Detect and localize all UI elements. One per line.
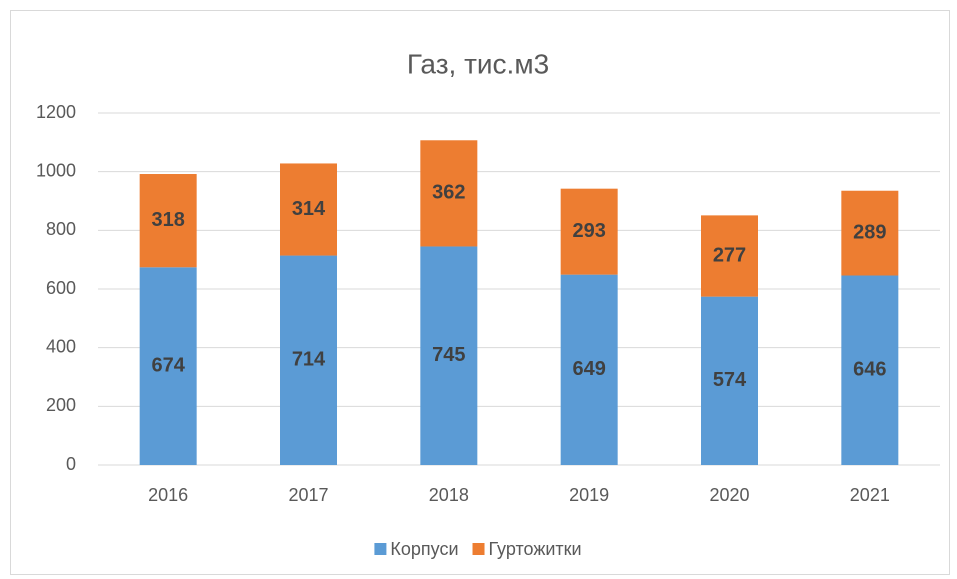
bar-segment [420,140,478,247]
data-label: 289 [853,221,886,243]
x-tick-label: 2018 [429,485,469,505]
bar-segment [841,190,899,276]
data-label: 745 [432,344,465,366]
data-label: 277 [713,244,746,266]
bar-segment [139,174,197,268]
y-tick-label: 400 [46,336,76,356]
x-tick-label: 2021 [850,485,890,505]
bar-segment [560,188,618,275]
data-label: 646 [853,359,886,381]
bar-segment [701,296,758,465]
x-tick-label: 2016 [148,485,188,505]
y-tick-label: 0 [66,454,76,474]
x-tick-label: 2017 [288,485,328,505]
y-tick-label: 1200 [36,102,76,122]
bar-segment [139,267,197,465]
data-label: 293 [572,220,605,242]
y-tick-label: 200 [46,395,76,415]
legend-label: Корпуси [390,539,458,559]
data-label: 649 [572,358,605,380]
data-label: 674 [151,354,185,376]
x-tick-label: 2019 [569,485,609,505]
data-label: 318 [151,209,184,231]
x-tick-label: 2020 [709,485,749,505]
legend-swatch [374,543,387,555]
y-tick-label: 600 [46,278,76,298]
data-label: 714 [292,349,326,371]
bar-segment [280,163,337,256]
bar-segment [841,275,899,465]
bar-segment [420,246,478,465]
data-label: 362 [432,182,465,204]
data-label: 574 [713,369,747,391]
bar-segment [701,215,758,297]
y-tick-label: 1000 [36,160,76,180]
bar-segment [280,255,337,465]
chart-title: Газ, тис.м3 [407,48,549,79]
data-label: 314 [292,198,326,220]
legend-swatch [472,543,485,555]
bar-segment [560,274,618,465]
legend-label: Гуртожитки [489,539,582,559]
y-tick-label: 800 [46,219,76,239]
